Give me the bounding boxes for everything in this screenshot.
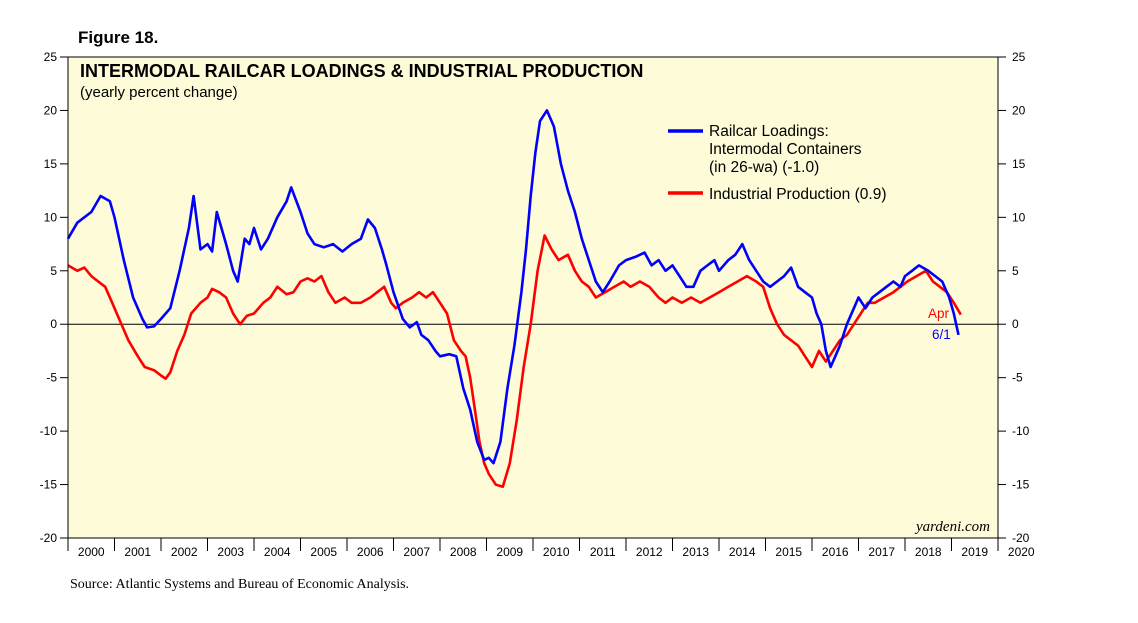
y-tick-label-left: -15 xyxy=(40,478,58,492)
series-line-industrial xyxy=(67,234,962,488)
y-tick-label-right: 20 xyxy=(1012,103,1026,117)
y-tick-label-right: 5 xyxy=(1012,264,1019,278)
x-axis: 2000 2001 2002 2003 2004 2005 2006 2007 2008 2009… xyxy=(67,538,1035,559)
x-tick-label: 2007 xyxy=(403,545,430,559)
y-tick-label-right: -15 xyxy=(1012,478,1030,492)
x-tick-label: 2005 xyxy=(310,545,337,559)
series-group xyxy=(66,109,962,488)
x-tick-label: 2017 xyxy=(868,545,895,559)
x-tick-label: 2018 xyxy=(915,545,942,559)
source-note: Source: Atlantic Systems and Bureau of E… xyxy=(70,577,410,592)
x-tick-label: 2011 xyxy=(590,545,616,559)
x-tick-label: 2013 xyxy=(682,545,709,559)
legend-railcar-line-3: (in 26-wa) (-1.0) xyxy=(709,159,819,176)
series-line-railcar xyxy=(66,109,960,465)
x-tick-label: 2002 xyxy=(171,545,198,559)
y-axis-right: 25 20 15 10 5 0 -5 -10 -15 -20 xyxy=(998,50,1030,545)
x-tick-label: 2003 xyxy=(217,545,244,559)
x-tick-label: 2014 xyxy=(729,545,756,559)
y-tick-label-right: -5 xyxy=(1012,371,1023,385)
legend-railcar-line-2: Intermodal Containers xyxy=(709,141,862,158)
legend-industrial-label: Industrial Production (0.9) xyxy=(709,186,886,203)
y-tick-label-left: 10 xyxy=(44,210,58,224)
y-tick-label-right: -20 xyxy=(1012,531,1030,545)
end-label-industrial: Apr xyxy=(928,306,950,321)
x-tick-label: 2008 xyxy=(450,545,477,559)
brand-watermark: yardeni.com xyxy=(914,519,990,535)
x-tick-label: 2019 xyxy=(961,545,988,559)
x-tick-label: 2009 xyxy=(496,545,523,559)
y-tick-label-left: 0 xyxy=(50,317,57,331)
y-axis-left: 25 20 15 10 5 0 -5 -10 -15 -20 xyxy=(40,50,68,545)
chart-subtitle: (yearly percent change) xyxy=(80,84,238,101)
end-label-railcar: 6/1 xyxy=(932,327,951,342)
y-tick-label-right: 10 xyxy=(1012,210,1026,224)
y-tick-label-right: 0 xyxy=(1012,317,1019,331)
x-tick-label: 2001 xyxy=(124,545,151,559)
y-tick-label-left: 20 xyxy=(44,103,58,117)
figure-label: Figure 18. xyxy=(78,28,159,47)
legend: Railcar Loadings: Intermodal Containers … xyxy=(668,123,886,203)
x-tick-label: 2000 xyxy=(78,545,105,559)
chart-title: INTERMODAL RAILCAR LOADINGS & INDUSTRIAL… xyxy=(80,61,643,81)
y-tick-label-left: 15 xyxy=(44,157,58,171)
x-tick-label: 2006 xyxy=(357,545,384,559)
y-tick-label-right: 15 xyxy=(1012,157,1026,171)
x-tick-label: 2004 xyxy=(264,545,291,559)
y-tick-label-left: 25 xyxy=(44,50,58,64)
x-tick-label: 2020 xyxy=(1008,545,1035,559)
y-tick-label-left: 5 xyxy=(50,264,57,278)
plot-frame xyxy=(67,56,999,539)
y-tick-label-left: -5 xyxy=(46,371,57,385)
y-tick-label-left: -10 xyxy=(40,424,58,438)
x-tick-label: 2010 xyxy=(543,545,570,559)
y-tick-label-right: 25 xyxy=(1012,50,1026,64)
x-tick-label: 2016 xyxy=(822,545,849,559)
legend-railcar-line-1: Railcar Loadings: xyxy=(709,123,829,140)
y-tick-label-right: -10 xyxy=(1012,424,1030,438)
x-tick-label: 2012 xyxy=(636,545,663,559)
x-tick-label: 2015 xyxy=(775,545,802,559)
y-tick-label-left: -20 xyxy=(40,531,58,545)
